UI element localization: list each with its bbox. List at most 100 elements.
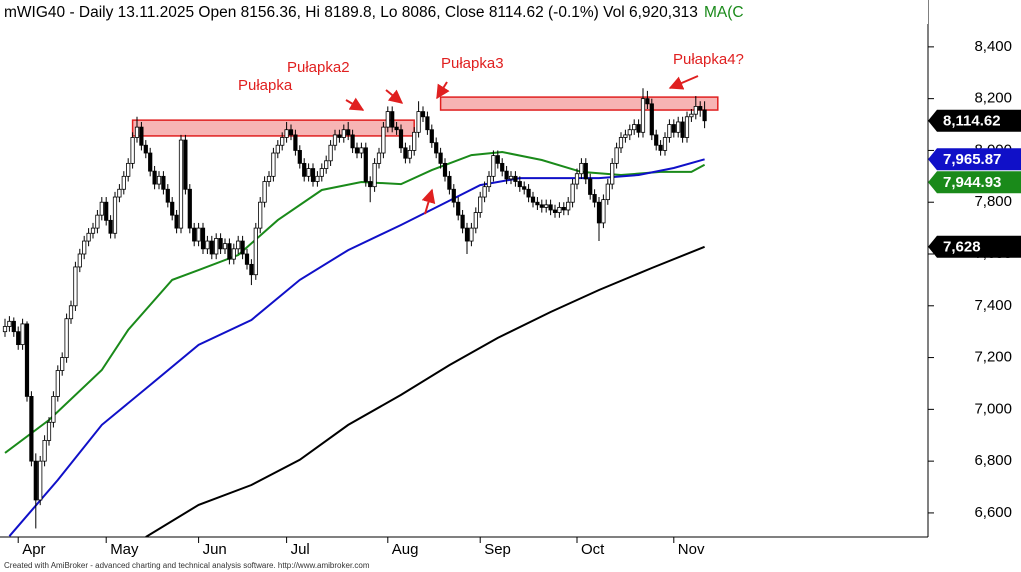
candle-body — [170, 201, 175, 216]
candle-body — [42, 440, 47, 462]
candle-body — [583, 162, 588, 180]
arrow — [668, 75, 699, 90]
candle-body — [315, 175, 320, 182]
arrow — [436, 81, 450, 100]
candle-body — [178, 139, 184, 229]
candle-body — [654, 134, 659, 146]
candle-body — [249, 263, 254, 276]
candle-body — [390, 111, 395, 128]
candle-body — [64, 318, 69, 358]
plot-area — [2, 88, 719, 537]
candle-body — [368, 181, 373, 188]
candle-body — [530, 196, 536, 203]
candle-body — [627, 129, 632, 136]
candle-body — [205, 240, 210, 250]
y-tick-label: 8,200 — [974, 90, 1012, 107]
arrow — [345, 97, 365, 111]
x-tick-label: Apr — [22, 541, 45, 558]
arrow — [421, 188, 436, 215]
candle-body — [222, 243, 228, 250]
candle-body — [2, 326, 8, 333]
candle-body — [121, 175, 126, 190]
candle-body — [640, 98, 646, 133]
zone — [439, 96, 719, 111]
title-extra: MA(C — [704, 4, 744, 21]
candle-body — [231, 248, 236, 260]
value-box — [928, 148, 1021, 171]
candle-body — [29, 396, 34, 462]
candle-body — [306, 168, 311, 177]
candle-body — [552, 209, 558, 213]
candle-body — [658, 144, 663, 151]
candle-body — [473, 212, 478, 229]
candle-body — [403, 147, 408, 159]
candle-body — [398, 129, 404, 149]
candle-body — [566, 201, 571, 211]
candle-body — [588, 178, 593, 195]
candle-body — [11, 320, 16, 333]
candle-body — [451, 188, 456, 203]
candle-body — [126, 162, 131, 177]
candle-body — [464, 227, 470, 242]
candle-body — [574, 173, 580, 185]
candle-body — [108, 219, 113, 234]
x-tick-label: Sep — [484, 541, 511, 558]
candle-body — [214, 238, 219, 255]
candle-body — [288, 129, 294, 136]
candle-body — [570, 183, 575, 203]
candle-body — [117, 188, 122, 198]
candle-body — [104, 201, 109, 221]
candle-body — [20, 323, 25, 346]
chart-title: mWIG40 - Daily 13.11.2025 Open 8156.36, … — [4, 4, 744, 21]
candle-body — [557, 206, 562, 213]
candle-body — [605, 183, 610, 201]
candle-body — [592, 194, 597, 203]
candle-body — [174, 214, 179, 229]
candle-body — [161, 175, 166, 190]
candle-body — [354, 147, 360, 154]
x-tick-label: Nov — [678, 541, 705, 558]
candle-body — [412, 131, 417, 151]
candle-body — [434, 142, 439, 154]
candle-body — [38, 460, 43, 501]
candle-body — [319, 168, 324, 177]
candle-body — [478, 196, 483, 213]
candle-body — [328, 144, 333, 162]
x-tick-label: May — [110, 541, 139, 558]
candle-body — [183, 139, 188, 190]
y-tick-label: 6,600 — [974, 504, 1012, 521]
candle-body — [442, 162, 448, 177]
candle-body — [460, 214, 465, 229]
candle-body — [302, 162, 307, 177]
candle-body — [610, 162, 615, 185]
candle-body — [196, 227, 201, 242]
candle-body — [645, 98, 650, 105]
candle-body — [24, 323, 30, 397]
candle-body — [372, 162, 377, 188]
header-bg — [0, 0, 928, 24]
candle-body — [346, 129, 351, 136]
y-tick-label: 8,400 — [974, 38, 1012, 55]
value-label: 7,628 — [943, 239, 981, 256]
candle-body — [86, 232, 91, 242]
title-text: mWIG40 - Daily 13.11.2025 Open 8156.36, … — [4, 4, 698, 21]
candle-body — [187, 188, 192, 229]
candle-body — [596, 201, 602, 224]
candle-body — [618, 137, 624, 149]
candle-body — [447, 175, 452, 190]
candle-body — [310, 168, 316, 182]
annotation: Pułapka3 — [441, 55, 504, 72]
candle-body — [33, 460, 38, 501]
candle-body — [99, 201, 104, 216]
candle-body — [363, 147, 368, 182]
value-label: 7,965.87 — [943, 151, 1001, 168]
candle-body — [271, 152, 276, 177]
candle-body — [148, 152, 153, 172]
ma-line — [4, 150, 706, 454]
candle-body — [416, 111, 421, 133]
candle-body — [266, 175, 272, 182]
candle-body — [579, 162, 584, 175]
candle-body — [192, 227, 197, 242]
candle-body — [456, 201, 461, 216]
y-tick-label: 6,800 — [974, 452, 1012, 469]
